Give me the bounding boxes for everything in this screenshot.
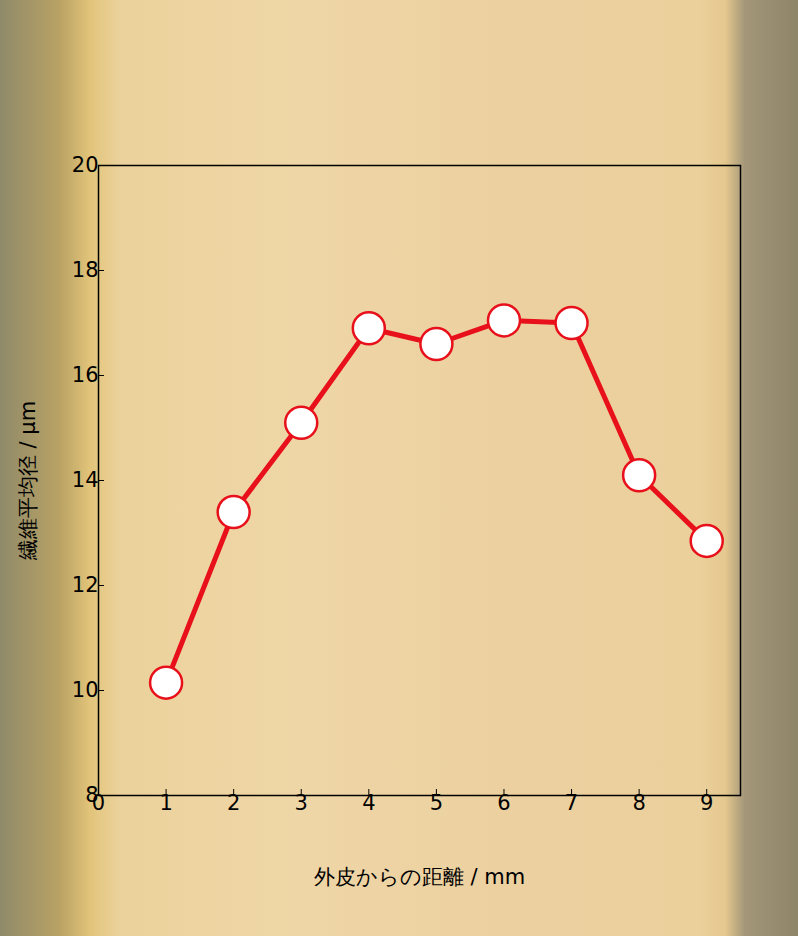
svg-text:16: 16 <box>72 363 99 387</box>
svg-text:8: 8 <box>85 783 98 807</box>
svg-text:5: 5 <box>430 791 443 815</box>
svg-text:9: 9 <box>700 791 713 815</box>
svg-text:7: 7 <box>565 791 578 815</box>
svg-text:繊維平均径 / μm: 繊維平均径 / μm <box>16 401 40 561</box>
svg-text:3: 3 <box>295 791 308 815</box>
svg-text:外皮からの距離 / mm: 外皮からの距離 / mm <box>314 865 525 889</box>
svg-text:18: 18 <box>72 258 99 282</box>
svg-text:6: 6 <box>497 791 510 815</box>
svg-text:2: 2 <box>227 791 240 815</box>
svg-text:20: 20 <box>72 153 99 177</box>
svg-text:14: 14 <box>72 468 99 492</box>
svg-text:8: 8 <box>632 791 645 815</box>
svg-text:0: 0 <box>91 791 106 816</box>
svg-text:12: 12 <box>72 573 99 597</box>
svg-text:10: 10 <box>72 678 99 702</box>
svg-text:4: 4 <box>362 791 375 815</box>
svg-text:1: 1 <box>159 791 172 815</box>
